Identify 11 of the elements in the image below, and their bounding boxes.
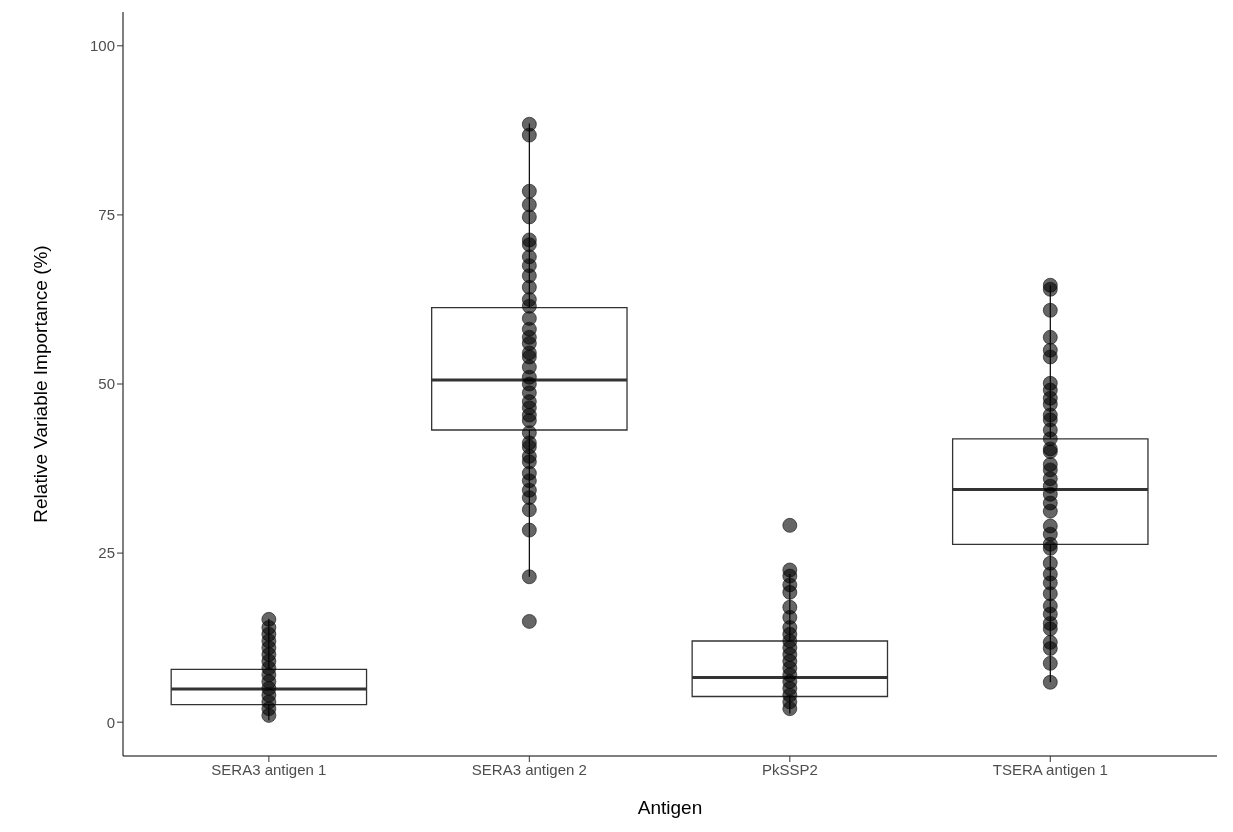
y-tick-label: 50 (98, 375, 115, 393)
x-tick-label: TSERA antigen 1 (992, 760, 1108, 778)
x-tick-label: SERA3 antigen 2 (471, 760, 587, 778)
y-tick-label: 100 (89, 37, 115, 55)
y-tick-label: 25 (98, 544, 115, 562)
x-tick-label: SERA3 antigen 1 (211, 760, 327, 778)
y-axis-title: Relative Variable Importance (%) (29, 245, 51, 523)
y-tick-label: 0 (106, 713, 115, 731)
y-tick-label: 75 (98, 206, 115, 224)
x-tick-label: PkSSP2 (761, 760, 818, 778)
x-axis-title: Antigen (637, 797, 703, 818)
